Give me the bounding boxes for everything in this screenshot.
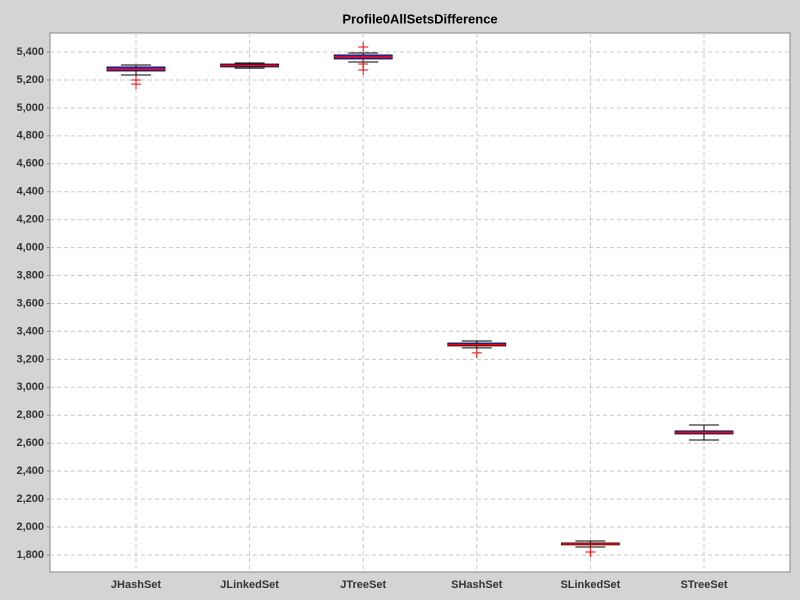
y-tick-label: 5,400 xyxy=(16,46,44,58)
y-tick-label: 4,200 xyxy=(16,214,44,226)
y-tick-label: 3,600 xyxy=(16,297,44,309)
y-tick-label: 1,800 xyxy=(16,549,44,561)
y-tick-label: 2,600 xyxy=(16,437,44,449)
y-tick-label: 4,600 xyxy=(16,158,44,170)
y-tick-label: 4,400 xyxy=(16,186,44,198)
y-tick-label: 5,000 xyxy=(16,102,44,114)
y-tick-label: 3,000 xyxy=(16,381,44,393)
y-tick-label: 5,200 xyxy=(16,74,44,86)
y-tick-label: 2,200 xyxy=(16,493,44,505)
y-tick-label: 2,000 xyxy=(16,521,44,533)
outlier xyxy=(358,41,369,52)
x-tick-label: STreeSet xyxy=(680,579,727,591)
y-tick-label: 3,800 xyxy=(16,269,44,281)
plot-area xyxy=(49,32,791,573)
outlier xyxy=(471,347,482,358)
x-tick-label: SLinkedSet xyxy=(560,579,620,591)
y-tick-label: 2,400 xyxy=(16,465,44,477)
outlier xyxy=(131,79,141,90)
x-tick-label: JHashSet xyxy=(111,579,161,591)
x-tick-label: JLinkedSet xyxy=(220,579,279,591)
y-tick-label: 4,800 xyxy=(16,130,44,142)
x-tick-label: JTreeSet xyxy=(340,579,386,591)
outlier xyxy=(358,65,369,76)
y-tick-label: 3,400 xyxy=(16,325,44,337)
chart-title: Profile0AllSetsDifference xyxy=(342,11,497,26)
x-tick-label: SHashSet xyxy=(451,579,503,591)
y-tick-label: 2,800 xyxy=(16,409,44,421)
y-tick-label: 4,000 xyxy=(16,242,44,254)
outlier xyxy=(585,547,596,558)
y-tick-label: 3,200 xyxy=(16,353,44,365)
